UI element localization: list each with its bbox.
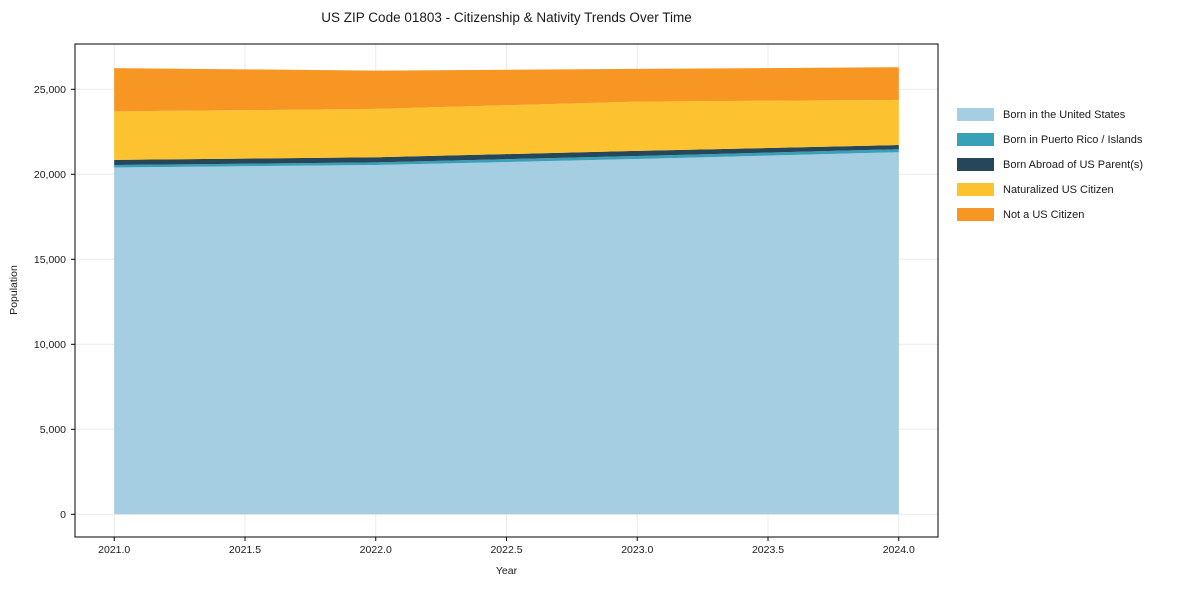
legend-label: Naturalized US Citizen	[1003, 183, 1114, 196]
x-tick-label: 2021.0	[98, 544, 130, 556]
x-tick-label: 2022.0	[360, 544, 392, 556]
legend-label: Born in Puerto Rico / Islands	[1003, 133, 1143, 146]
stacked-area-series	[114, 149, 899, 168]
stacked-area-series	[114, 145, 899, 165]
legend-label: Born in the United States	[1003, 108, 1126, 121]
legend-item: Born in Puerto Rico / Islands	[957, 127, 1143, 152]
y-tick-label: 5,000	[40, 424, 66, 436]
legend: Born in the United States Born in Puerto …	[957, 102, 1143, 227]
chart-title: US ZIP Code 01803 - Citizenship & Nativi…	[321, 10, 692, 25]
legend-swatch	[957, 183, 994, 196]
legend-item: Not a US Citizen	[957, 202, 1143, 227]
x-tick-label: 2024.0	[883, 544, 915, 556]
legend-swatch	[957, 208, 994, 221]
y-tick-label: 25,000	[34, 84, 66, 96]
y-tick-label: 15,000	[34, 254, 66, 266]
legend-swatch	[957, 108, 994, 121]
legend-label: Not a US Citizen	[1003, 208, 1085, 221]
x-tick-label: 2022.5	[490, 544, 522, 556]
legend-swatch	[957, 133, 994, 146]
legend-swatch	[957, 158, 994, 171]
y-tick-label: 10,000	[34, 339, 66, 351]
stacked-area-series	[114, 152, 899, 515]
legend-item: Naturalized US Citizen	[957, 177, 1143, 202]
x-tick-label: 2023.5	[752, 544, 784, 556]
stacked-area-series	[114, 67, 899, 112]
legend-label: Born Abroad of US Parent(s)	[1003, 158, 1144, 171]
stacked-area-series	[114, 99, 899, 160]
y-axis-label: Population	[8, 265, 20, 315]
x-axis-label: Year	[495, 565, 518, 577]
legend-item: Born in the United States	[957, 102, 1143, 127]
legend-item: Born Abroad of US Parent(s)	[957, 152, 1143, 177]
x-tick-label: 2021.5	[229, 544, 261, 556]
y-tick-label: 20,000	[34, 169, 66, 181]
x-tick-label: 2023.0	[621, 544, 653, 556]
y-tick-label: 0	[60, 509, 66, 521]
